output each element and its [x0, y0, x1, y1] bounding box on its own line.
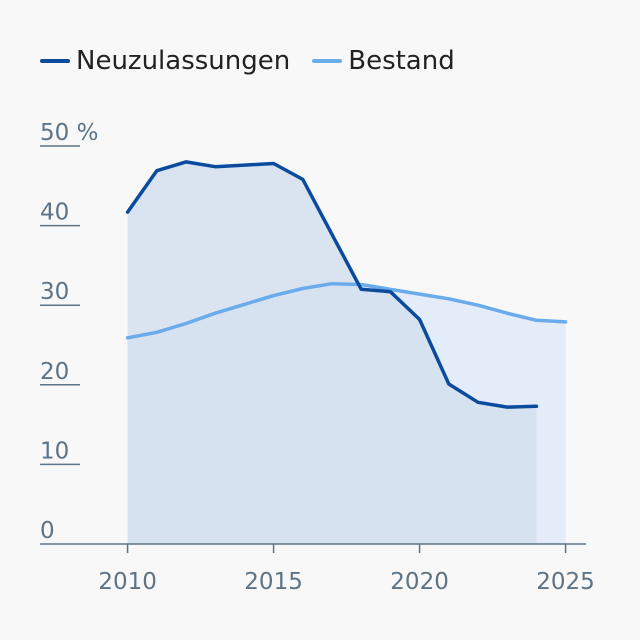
x-tick-label: 2010: [98, 569, 157, 595]
legend-item-neuzulassungen: Neuzulassungen: [40, 46, 290, 76]
legend-item-bestand: Bestand: [312, 46, 455, 76]
legend-swatch-neuzulassungen: [40, 59, 70, 63]
y-tick-label: 0: [40, 518, 55, 544]
y-axis: 0 10 20 30 40 50 %: [40, 120, 98, 544]
series-line-bestand: [125, 281, 568, 340]
x-tick-label: 2020: [390, 569, 449, 595]
y-tick-label: 10: [40, 438, 69, 464]
y-tick-label: 30: [40, 279, 69, 305]
y-tick-label: 50 %: [40, 120, 98, 146]
series-line-neuzulassungen: [125, 160, 539, 409]
x-tick-label: 2015: [244, 569, 303, 595]
x-tick-label: 2025: [536, 569, 595, 595]
legend: Neuzulassungen Bestand: [40, 46, 455, 76]
x-axis: 2010 2015 2020 2025: [40, 543, 595, 595]
y-tick-label: 20: [40, 359, 69, 385]
legend-label-bestand: Bestand: [348, 46, 455, 76]
area-fills: [127, 161, 566, 544]
y-tick-label: 40: [40, 200, 69, 226]
legend-label-neuzulassungen: Neuzulassungen: [76, 46, 291, 76]
series-lines: [125, 160, 568, 409]
area-fill-neuzulassungen: [127, 161, 537, 544]
legend-swatch-bestand: [312, 59, 343, 63]
